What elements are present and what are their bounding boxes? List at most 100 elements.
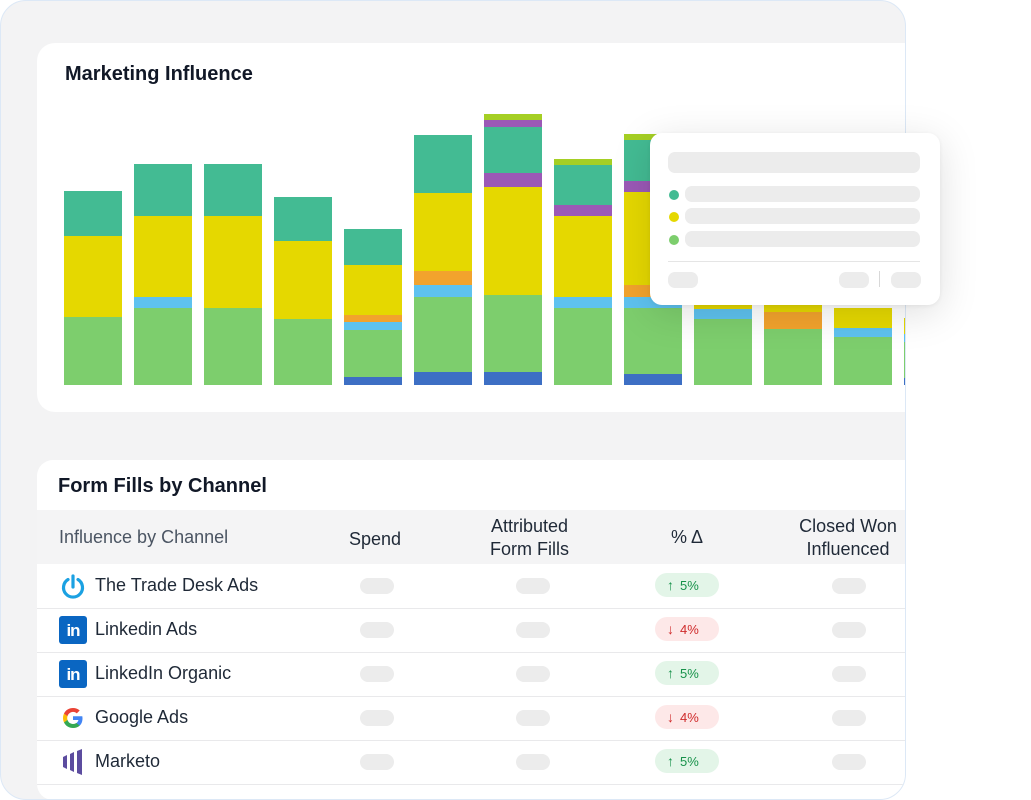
header-attributed-line1: Attributed — [490, 516, 569, 536]
form-fills-value-placeholder — [516, 578, 550, 594]
bar-3[interactable] — [204, 164, 262, 385]
linkedin-icon: in — [59, 616, 87, 644]
bar-8[interactable] — [554, 159, 612, 385]
header-closed-line1: Closed Won — [799, 516, 897, 536]
bar-segment-teal — [414, 180, 472, 193]
bar-4[interactable] — [274, 197, 332, 385]
bar-segment-teal — [344, 229, 402, 265]
channel-name: The Trade Desk Ads — [95, 575, 259, 595]
bar-13[interactable] — [904, 318, 906, 385]
bar-segment-yellow — [64, 236, 122, 317]
table-header: Influence by Channel Spend Attributed Fo… — [37, 510, 905, 564]
bar-segment-green — [624, 308, 682, 374]
header-attributed-line2: Form Fills — [490, 539, 569, 559]
tooltip-footer-placeholder — [668, 272, 698, 288]
bar-segment-navy — [904, 378, 905, 385]
tooltip-title-placeholder — [668, 152, 920, 173]
closed-won-value-placeholder — [832, 622, 866, 638]
arrow-up-icon: ↑ — [667, 577, 674, 593]
spend-value-placeholder — [360, 754, 394, 770]
bar-segment-teal — [204, 164, 262, 216]
tooltip-line-placeholder — [685, 186, 920, 202]
arrow-down-icon: ↓ — [667, 709, 674, 725]
pct-change-badge: ↑ 5% — [655, 573, 719, 597]
arrow-down-icon: ↓ — [667, 621, 674, 637]
bar-2[interactable] — [134, 164, 192, 385]
bar-segment-green — [274, 319, 332, 385]
linkedin-icon: in — [59, 660, 87, 688]
pct-change-badge: ↑ 5% — [655, 749, 719, 773]
bar-segment-green — [694, 319, 752, 385]
bar-segment-navy — [484, 372, 542, 385]
bar-segment-green — [904, 342, 905, 378]
bar-10[interactable] — [694, 299, 752, 385]
legend-dot-green — [669, 235, 679, 245]
tooltip-line-placeholder — [685, 208, 920, 224]
bar-5[interactable] — [344, 229, 402, 385]
table-row[interactable]: The Trade Desk Ads ↑ 5% — [37, 564, 905, 609]
form-fills-value-placeholder — [516, 754, 550, 770]
spend-value-placeholder — [360, 666, 394, 682]
table-row[interactable]: Google Ads ↓ 4% — [37, 696, 905, 741]
bar-11[interactable] — [764, 302, 822, 385]
bar-segment-sky — [834, 328, 892, 337]
bar-6[interactable] — [414, 135, 472, 385]
header-spend: Spend — [348, 529, 402, 549]
bar-segment-purple — [554, 205, 612, 216]
bar-segment-sky — [344, 322, 402, 330]
bar-12[interactable] — [834, 308, 892, 385]
bar-segment-green — [344, 330, 402, 377]
bar-segment-yellow — [204, 216, 262, 308]
header-closed-won: Closed Won Influenced — [787, 515, 905, 561]
bar-1[interactable] — [64, 191, 122, 385]
closed-won-value-placeholder — [832, 754, 866, 770]
bar-segment-purple — [484, 120, 542, 127]
bar-segment-yellow — [764, 302, 822, 312]
bar-segment-yellow — [484, 187, 542, 295]
header-attributed: Attributed Form Fills — [467, 515, 592, 561]
bar-segment-green — [134, 308, 192, 385]
table-title: Form Fills by Channel — [58, 475, 267, 497]
pct-change-badge: ↓ 4% — [655, 705, 719, 729]
bar-segment-sky — [624, 297, 682, 308]
trade-desk-icon — [59, 572, 87, 600]
tooltip-separator — [879, 271, 880, 287]
bar-segment-teal — [484, 127, 542, 173]
bar-segment-yellow — [554, 216, 612, 297]
bar-segment-navy — [624, 374, 682, 385]
bar-segment-teal — [414, 135, 472, 180]
closed-won-value-placeholder — [832, 666, 866, 682]
bar-segment-green — [764, 329, 822, 385]
bar-segment-sky — [134, 297, 192, 308]
header-closed-line2: Influenced — [806, 539, 890, 559]
table-row[interactable]: Marketo ↑ 5% — [37, 740, 905, 785]
bar-segment-lime — [554, 159, 612, 165]
bar-segment-yellow — [134, 216, 192, 297]
google-icon — [59, 704, 87, 732]
marketing-influence-chart — [64, 114, 906, 385]
tooltip-line-placeholder — [685, 231, 920, 247]
bar-segment-sky — [414, 285, 472, 297]
bar-segment-yellow — [274, 241, 332, 319]
bar-segment-purple — [484, 173, 542, 187]
arrow-up-icon: ↑ — [667, 753, 674, 769]
channel-name: Marketo — [95, 751, 161, 771]
bar-segment-teal — [134, 164, 192, 216]
table-row[interactable]: in Linkedin Ads ↓ 4% — [37, 608, 905, 653]
spend-value-placeholder — [360, 710, 394, 726]
channel-name: LinkedIn Organic — [95, 663, 232, 683]
channel-name: Linkedin Ads — [95, 619, 198, 639]
table-row[interactable]: in LinkedIn Organic ↑ 5% — [37, 652, 905, 697]
bar-segment-yellow — [834, 308, 892, 328]
bar-7[interactable] — [484, 114, 542, 385]
bar-segment-orange — [414, 271, 472, 285]
form-fills-value-placeholder — [516, 622, 550, 638]
marketo-icon — [59, 748, 87, 776]
arrow-up-icon: ↑ — [667, 665, 674, 681]
bar-segment-orange — [344, 315, 402, 322]
bar-segment-green — [414, 297, 472, 372]
form-fills-value-placeholder — [516, 710, 550, 726]
bar-segment-teal — [554, 165, 612, 205]
form-fills-value-placeholder — [516, 666, 550, 682]
legend-dot-teal — [669, 190, 679, 200]
